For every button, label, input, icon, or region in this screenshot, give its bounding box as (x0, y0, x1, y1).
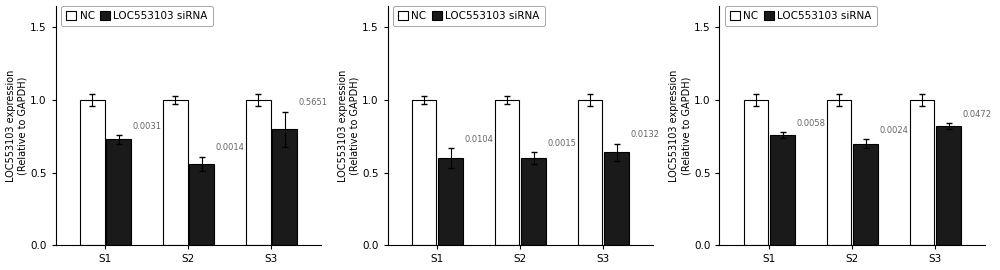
Bar (604, 152, 629, 245)
Y-axis label: LOC553103 expression
(Relative to GAPDH): LOC553103 expression (Relative to GAPDH) (669, 69, 691, 182)
Text: 0.0132: 0.0132 (630, 130, 659, 139)
Bar (438, 158, 463, 245)
Bar (578, 100, 602, 245)
Bar (412, 100, 436, 245)
Text: 0.0015: 0.0015 (547, 139, 576, 148)
Text: 0.5651: 0.5651 (298, 98, 327, 107)
Y-axis label: LOC553103 expression
(Relative to GAPDH): LOC553103 expression (Relative to GAPDH) (6, 69, 27, 182)
Y-axis label: LOC553103 expression
(Relative to GAPDH): LOC553103 expression (Relative to GAPDH) (338, 69, 359, 182)
Bar (189, 164, 214, 245)
Bar (744, 100, 768, 245)
Bar (853, 144, 878, 245)
Bar (246, 100, 271, 245)
Bar (80, 100, 105, 245)
Text: 0.0014: 0.0014 (215, 143, 244, 152)
Bar (521, 158, 546, 245)
Bar (910, 100, 934, 245)
Text: 0.0472: 0.0472 (962, 110, 991, 119)
Legend: NC, LOC553103 siRNA: NC, LOC553103 siRNA (61, 6, 213, 26)
Text: 0.0058: 0.0058 (796, 119, 825, 128)
Bar (106, 139, 131, 245)
Bar (827, 100, 851, 245)
Text: 0.0104: 0.0104 (464, 135, 493, 144)
Bar (770, 135, 795, 245)
Bar (936, 126, 961, 245)
Text: 0.0024: 0.0024 (879, 126, 908, 135)
Text: 0.0031: 0.0031 (132, 122, 161, 131)
Bar (163, 100, 188, 245)
Bar (495, 100, 519, 245)
Legend: NC, LOC553103 siRNA: NC, LOC553103 siRNA (725, 6, 877, 26)
Legend: NC, LOC553103 siRNA: NC, LOC553103 siRNA (393, 6, 545, 26)
Bar (272, 129, 297, 245)
